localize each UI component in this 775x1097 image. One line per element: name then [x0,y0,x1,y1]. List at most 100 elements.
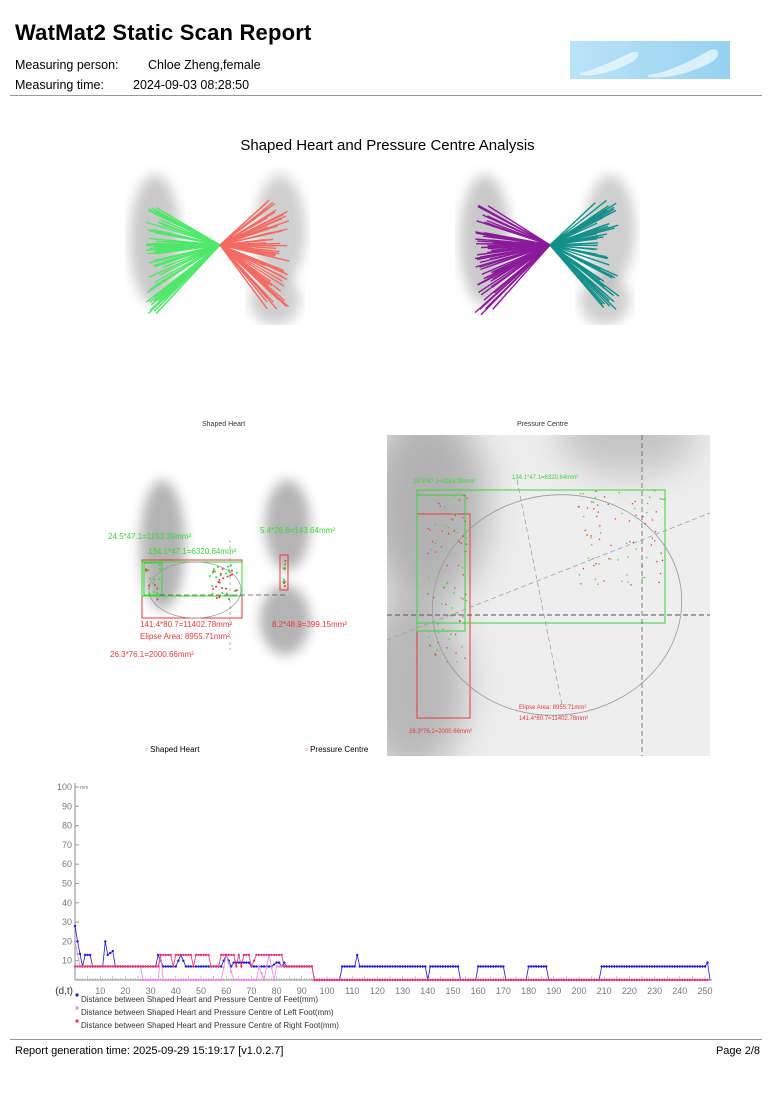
data-point [230,965,233,968]
trace-dot [447,532,450,535]
data-point [603,965,606,968]
data-point [393,965,397,968]
data-point [605,965,608,968]
data-point [232,953,235,957]
label-right-green: 5.4*26.6=143.64mm² [260,526,335,535]
data-point [343,965,346,968]
data-point [376,965,379,968]
data-point [605,978,608,982]
data-point [706,978,709,982]
data-point [343,978,346,982]
fan-line-right [219,244,274,247]
trace-dot [441,530,443,532]
data-point [131,965,135,968]
trace-dot [656,560,658,563]
data-point [156,978,160,982]
fan-line-right [549,244,598,250]
data-point [456,978,460,982]
trace-dot [451,607,453,609]
data-point [106,965,109,968]
trace-dot [148,594,151,597]
data-point [648,978,651,982]
data-point [411,978,414,982]
trace-dot [580,583,582,585]
fan-line-left [477,205,551,246]
data-point [219,953,223,957]
data-point [252,959,256,962]
data-point [396,978,399,982]
fan-line-left [150,244,221,306]
trace-dot [451,519,454,521]
data-point [174,953,177,957]
trace-dot [428,576,430,579]
trace-dot [586,507,589,509]
trace-dot [429,644,431,646]
data-point [421,965,424,968]
data-point [351,978,354,982]
data-point [78,952,82,956]
data-point [592,978,596,982]
data-point [653,978,656,982]
data-point [99,965,102,968]
data-point [381,965,384,968]
trace-dot [228,570,231,573]
data-point [676,978,679,982]
data-point [202,965,205,968]
data-point [439,978,442,982]
series-line [74,941,711,982]
data-point [482,978,485,982]
trace-dot [661,559,664,562]
data-point [671,965,674,968]
data-point [318,978,321,982]
data-point [167,978,170,982]
data-point [419,978,422,982]
data-point [320,978,324,982]
data-point [167,953,170,957]
data-point [345,978,349,982]
trace-dot [214,570,217,573]
data-point [204,953,208,957]
data-point [177,978,180,982]
trace-dot [438,502,440,505]
data-point [446,965,450,968]
trace-dot [608,557,610,560]
trace-dot [591,544,593,546]
trace-dot [584,529,586,532]
data-point [275,965,278,968]
data-point [179,978,183,982]
trace-dot [454,514,456,517]
data-point [149,965,152,968]
data-point [494,965,498,968]
data-point [257,953,261,957]
trace-dot [442,628,444,631]
trace-dot [618,491,620,494]
data-point [182,959,185,962]
data-point [315,978,319,982]
trace-dot [590,535,592,537]
data-point [348,965,351,968]
data-point [255,953,258,957]
data-point [386,965,389,968]
data-point [149,978,152,982]
trace-dot [221,592,224,595]
data-point [625,965,629,968]
data-point [663,978,666,982]
data-point [232,961,235,964]
y-tick-label: 80 [62,821,72,831]
data-point [403,965,407,968]
data-point [497,978,500,982]
fan-line-left [153,244,221,267]
data-point [393,978,397,982]
fan-line-right [549,244,613,277]
data-point [547,978,550,982]
data-point [141,965,145,968]
trace-dot [224,572,227,575]
trace-dot [450,615,453,617]
trace-dot [155,588,158,591]
fan-line-left [161,223,221,246]
data-point [527,978,530,982]
data-point [109,965,112,968]
trace-dot [158,578,161,581]
data-point [111,965,115,968]
data-point [484,965,487,968]
